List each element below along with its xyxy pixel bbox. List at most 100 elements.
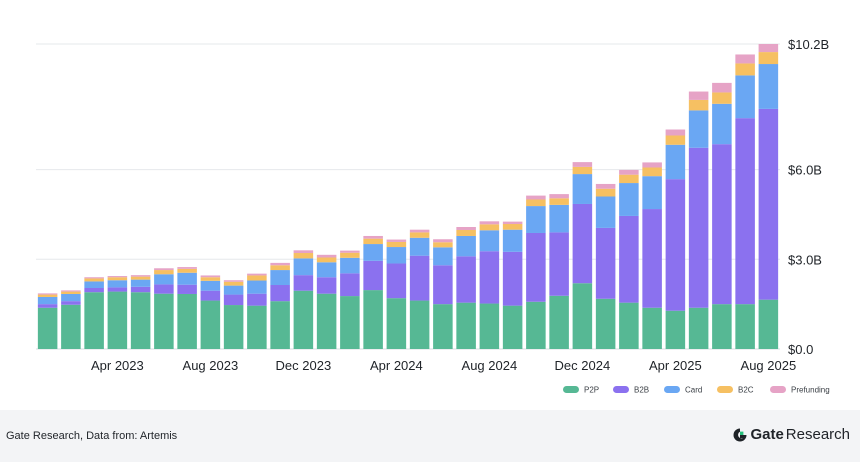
x-tick-label: Apr 2024 <box>370 358 423 373</box>
bar-segment-b2b <box>665 179 686 311</box>
bar-segment-p2p <box>619 302 639 349</box>
bar-stack <box>340 250 360 349</box>
bar-segment-prefunding <box>526 195 546 200</box>
bar-segment-b2c <box>270 265 290 271</box>
bar-segment-p2p <box>665 310 686 349</box>
bar-segment-b2b <box>84 288 104 293</box>
bar-segment-b2c <box>572 166 593 175</box>
bar-segment-b2c <box>84 278 104 282</box>
bar-segment-b2b <box>61 301 81 305</box>
bar-segment-b2b <box>479 251 500 304</box>
bar-segment-card <box>316 262 337 278</box>
bar-segment-p2p <box>595 298 616 349</box>
bar-segment-prefunding <box>688 91 709 100</box>
bar-stack <box>409 229 430 349</box>
bar-segment-prefunding <box>270 262 290 266</box>
bar-segment-prefunding <box>619 169 639 175</box>
bar-segment-b2b <box>619 215 639 303</box>
x-tick-label: Aug 2023 <box>183 358 239 373</box>
bar-segment-b2b <box>386 263 407 299</box>
bar-segment-p2p <box>316 293 337 349</box>
bar-segment-b2c <box>688 99 709 111</box>
bar-segment-b2c <box>363 238 383 245</box>
bar-segment-prefunding <box>340 250 360 253</box>
bar-segment-p2p <box>712 304 732 349</box>
bar-segment-prefunding <box>712 82 732 93</box>
bar-segment-p2p <box>526 301 546 349</box>
bar-segment-prefunding <box>107 276 128 278</box>
bar-segment-card <box>456 235 476 257</box>
bar-segment-prefunding <box>758 44 779 53</box>
bar-segment-prefunding <box>665 129 686 136</box>
bar-stack <box>130 275 151 349</box>
bar-stack <box>665 129 686 349</box>
bar-segment-b2b <box>130 286 151 293</box>
bar-segment-card <box>712 103 732 145</box>
bar-segment-b2c <box>386 241 407 248</box>
legend-swatch <box>717 386 733 393</box>
bar-segment-p2p <box>223 305 244 349</box>
bar-stack <box>456 227 476 349</box>
bar-segment-card <box>363 244 383 261</box>
bar-segment-b2c <box>107 277 128 281</box>
bar-stack <box>84 277 104 349</box>
bar-segment-card <box>270 270 290 286</box>
bar-segment-b2c <box>61 291 81 294</box>
bar-segment-b2b <box>712 144 732 305</box>
bar-segment-b2b <box>526 232 546 302</box>
bar-segment-b2c <box>316 257 337 263</box>
bar-segment-b2b <box>107 287 128 292</box>
bar-segment-card <box>619 183 639 216</box>
bar-stack <box>758 44 779 349</box>
bar-segment-b2c <box>177 268 197 273</box>
bar-stack <box>386 239 407 349</box>
bar-segment-card <box>293 258 314 276</box>
bar-segment-b2c <box>479 224 500 231</box>
y-tick-label: $10.2B <box>788 37 829 52</box>
bar-stack <box>526 195 546 349</box>
bar-stack <box>223 280 244 349</box>
bar-segment-b2b <box>154 284 174 294</box>
x-tick-label: Aug 2025 <box>741 358 797 373</box>
bar-segment-prefunding <box>572 162 593 167</box>
bar-segment-prefunding <box>433 239 453 243</box>
bar-segment-p2p <box>549 295 569 349</box>
x-tick-label: Dec 2023 <box>276 358 332 373</box>
bar-segment-card <box>502 229 523 252</box>
bar-segment-p2p <box>456 302 476 349</box>
bar-segment-card <box>409 237 430 256</box>
footer: Gate Research, Data from: Artemis Gate R… <box>0 410 860 462</box>
bar-segment-p2p <box>433 304 453 349</box>
bar-segment-b2b <box>37 304 58 308</box>
bar-segment-prefunding <box>363 235 383 239</box>
bar-segment-p2p <box>177 293 197 349</box>
bar-segment-b2b <box>758 108 779 300</box>
bar-segment-card <box>386 247 407 264</box>
legend-label: Prefunding <box>791 386 830 395</box>
bar-segment-p2p <box>247 305 267 349</box>
bar-segment-card <box>247 280 267 294</box>
bar-segment-card <box>154 274 174 285</box>
legend-swatch <box>664 386 680 393</box>
bar-segment-card <box>130 279 151 287</box>
bar-stack <box>293 250 314 349</box>
bar-segment-card <box>107 280 128 288</box>
chart-area: $0.0 $3.0B $6.0B $10.2B Apr 2023 Aug 2023 Dec… <box>36 37 830 395</box>
bar-segment-p2p <box>735 304 755 349</box>
bar-segment-prefunding <box>154 268 174 271</box>
bar-segment-prefunding <box>84 277 104 279</box>
bar-segment-p2p <box>154 293 174 349</box>
bar-segment-prefunding <box>479 221 500 225</box>
bar-stack <box>37 293 58 349</box>
bar-segment-p2p <box>84 292 104 349</box>
bar-segment-prefunding <box>37 293 58 295</box>
x-tick-label: Apr 2025 <box>649 358 702 373</box>
bar-segment-p2p <box>758 299 779 349</box>
bar-segment-card <box>200 280 221 291</box>
bar-segment-prefunding <box>456 227 476 230</box>
y-tick-label: $6.0B <box>788 163 822 178</box>
legend-swatch <box>563 386 579 393</box>
bar-segment-b2c <box>247 275 267 281</box>
bar-segment-b2b <box>735 118 755 305</box>
bar-segment-b2c <box>665 135 686 145</box>
